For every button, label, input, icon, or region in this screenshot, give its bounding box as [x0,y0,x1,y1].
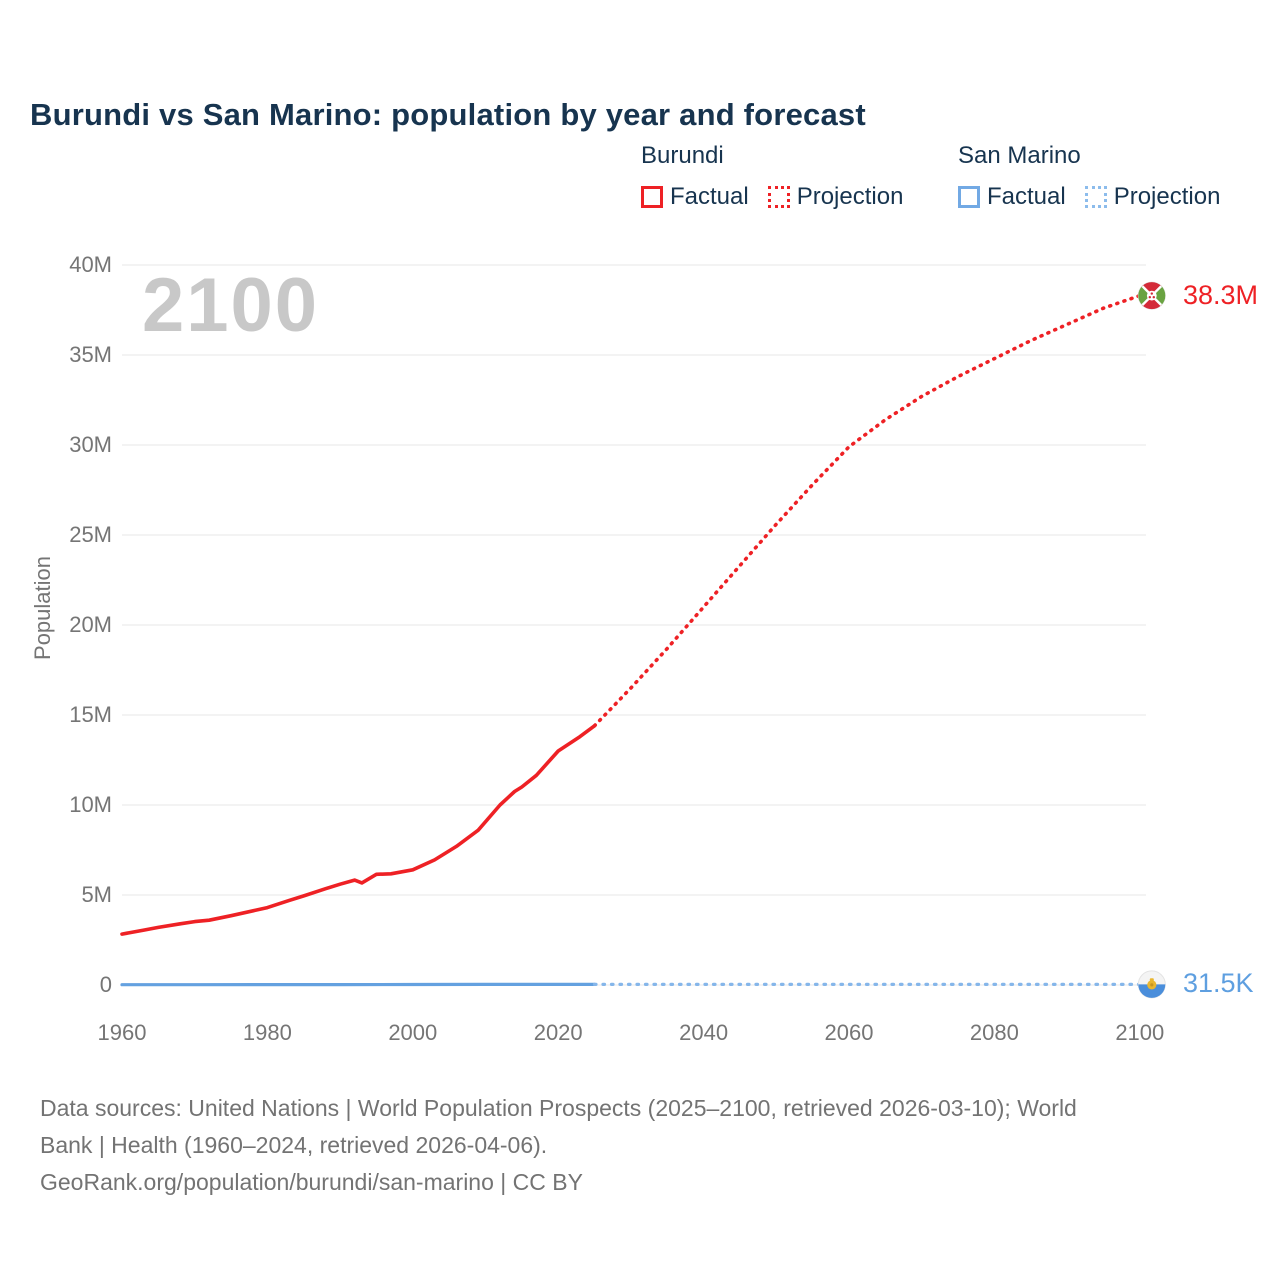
x-tick-label: 1980 [242,1020,292,1045]
legend-items-san-marino: Factual Projection [958,183,1220,211]
y-tick-label: 30M [69,432,112,457]
legend-group-san-marino: San Marino Factual Projection [958,142,1220,211]
x-tick-label: 2020 [533,1020,583,1045]
legend-swatch-san-marino-factual [958,186,980,208]
burundi-projection-line [592,293,1142,728]
x-tick-label: 1960 [97,1020,147,1045]
legend-swatch-san-marino-projection [1084,186,1107,208]
x-tick-label: 2080 [969,1020,1019,1045]
y-tick-label: 35M [69,342,112,367]
y-tick-label: 10M [69,792,112,817]
year-watermark: 2100 [142,263,320,348]
legend-item-san-marino-projection[interactable]: Projection [1084,183,1221,211]
legend-label-burundi-projection: Projection [796,183,904,210]
footer-line-1: Data sources: United Nations | World Pop… [40,1095,1077,1121]
legend-label-san-marino-projection: Projection [1113,183,1221,210]
legend-label-burundi-factual: Factual [670,183,749,210]
legend-group-title-burundi: Burundi [641,142,724,169]
legend-items-burundi: Factual Projection [641,183,903,211]
x-tick-label: 2060 [824,1020,874,1045]
footer-line-3[interactable]: GeoRank.org/population/burundi/san-marin… [40,1169,583,1195]
legend-item-san-marino-factual[interactable]: Factual [958,183,1066,211]
chart-title: Burundi vs San Marino: population by yea… [30,96,866,132]
legend-item-burundi-factual[interactable]: Factual [641,183,749,211]
footer-line-2: Bank | Health (1960–2024, retrieved 2026… [40,1132,548,1158]
san-marino-end-value: 31.5K [1183,968,1254,998]
legend-group-title-san-marino: San Marino [958,142,1081,169]
burundi-factual-line [120,724,597,936]
legend-swatch-burundi-projection [767,186,790,208]
legend-label-san-marino-factual: Factual [987,183,1066,210]
y-tick-label: 0 [99,972,112,997]
y-tick-label: 40M [69,252,112,277]
y-tick-label: 15M [69,702,112,727]
legend-group-burundi: Burundi Factual Projection [641,142,903,211]
san-marino-flag-icon [1137,970,1166,999]
y-tick-label: 20M [69,612,112,637]
burundi-flag-icon [1137,281,1166,310]
x-tick-label: 2100 [1115,1020,1165,1045]
x-tick-label: 2040 [679,1020,729,1045]
burundi-end-value: 38.3M [1183,280,1259,310]
x-tick-label: 2000 [388,1020,438,1045]
legend-swatch-burundi-factual [641,186,663,208]
data-sources-footer: Data sources: United Nations | World Pop… [40,1090,1077,1201]
gridlines [122,264,1146,986]
legend-item-burundi-projection[interactable]: Projection [767,183,904,211]
y-tick-label: 25M [69,522,112,547]
y-tick-label: 5M [81,882,112,907]
